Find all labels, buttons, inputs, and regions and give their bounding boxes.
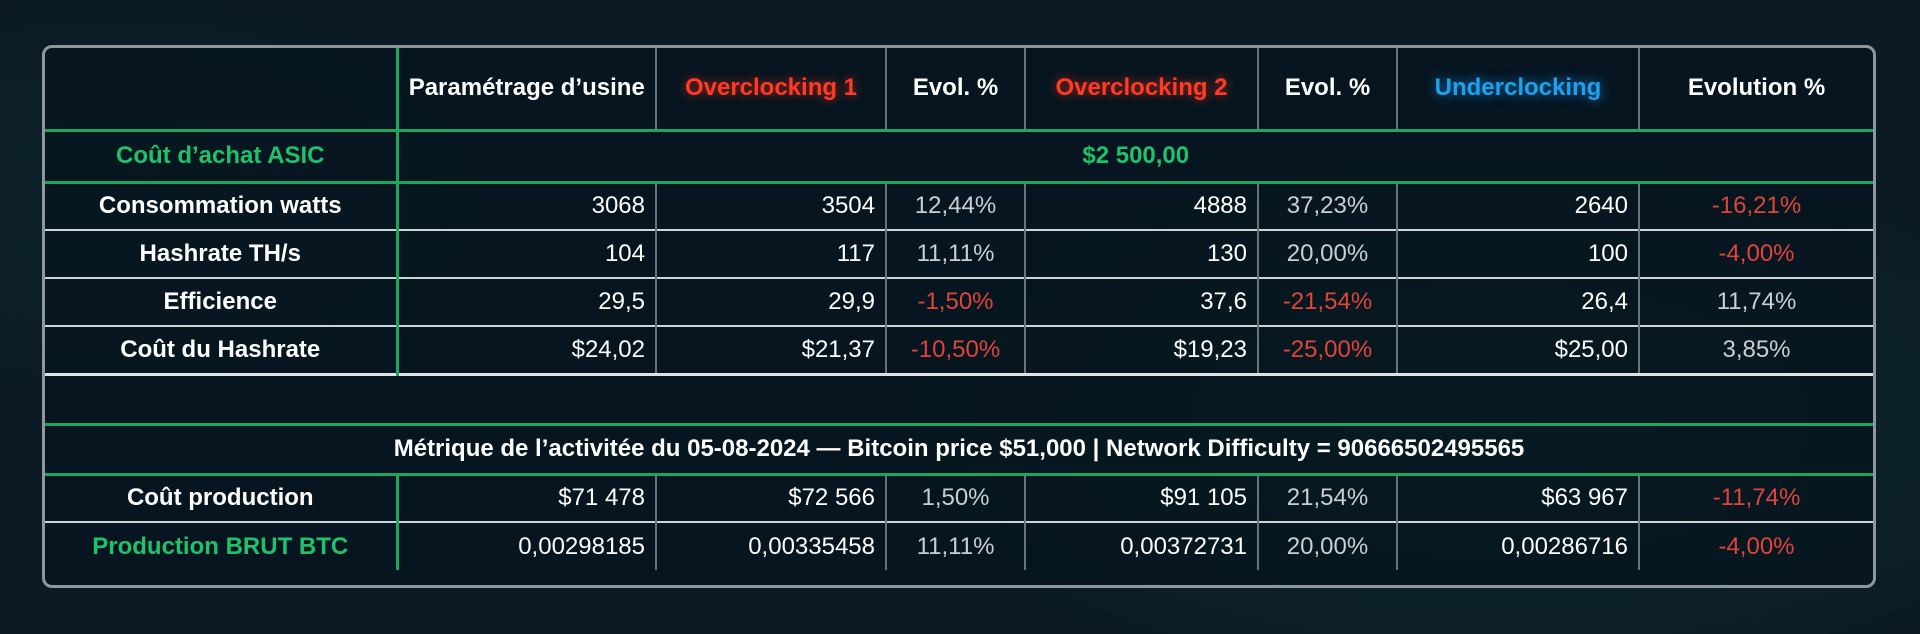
cell-evol3: -16,21% [1638, 180, 1873, 230]
cell-oc1: 29,9 [655, 277, 886, 326]
row-label: Consommation watts [45, 180, 397, 230]
cell-uc: 2640 [1396, 180, 1639, 230]
row-label: Coût du Hashrate [45, 325, 397, 374]
cell-evol1: 11,11% [885, 521, 1025, 570]
table-row: Production BRUT BTC 0,00298185 0,0033545… [45, 521, 1873, 570]
cell-uc: $25,00 [1396, 325, 1639, 374]
cell-oc2: 4888 [1024, 180, 1258, 230]
header-overclocking-2: Overclocking 2 [1024, 48, 1258, 130]
cell-uc: 26,4 [1396, 277, 1639, 326]
cell-oc2: $19,23 [1024, 325, 1258, 374]
asic-cost-row: Coût d’achat ASIC $2 500,00 [45, 128, 1873, 182]
table-header-row: Paramétrage d’usine Overclocking 1 Evol.… [45, 48, 1873, 130]
cell-uc: 100 [1396, 229, 1639, 278]
header-evolution: Evolution % [1638, 48, 1873, 130]
cell-evol3: 3,85% [1638, 325, 1873, 374]
metric-title-row: Métrique de l’activitée du 05-08-2024 — … [45, 422, 1873, 474]
row-label: Efficience [45, 277, 397, 326]
cell-evol1: 11,11% [885, 229, 1025, 278]
spacer-row [45, 372, 1873, 424]
cell-evol1: -1,50% [885, 277, 1025, 326]
cell-evol1: 12,44% [885, 180, 1025, 230]
cell-uc: 0,00286716 [1396, 521, 1639, 570]
cell-factory: 0,00298185 [395, 521, 656, 570]
cell-evol3: 11,74% [1638, 277, 1873, 326]
cell-uc: $63 967 [1396, 472, 1639, 522]
cell-oc1: 117 [655, 229, 886, 278]
cell-evol2: 20,00% [1257, 229, 1397, 278]
table-row: Coût production $71 478 $72 566 1,50% $9… [45, 472, 1873, 522]
table-row: Consommation watts 3068 3504 12,44% 4888… [45, 180, 1873, 230]
cell-oc2: $91 105 [1024, 472, 1258, 522]
cell-oc1: 3504 [655, 180, 886, 230]
cell-evol1: 1,50% [885, 472, 1025, 522]
header-underclocking: Underclocking [1396, 48, 1639, 130]
cell-evol2: 20,00% [1257, 521, 1397, 570]
spacer-cell [45, 372, 1873, 424]
cell-evol1: -10,50% [885, 325, 1025, 374]
cell-evol2: 21,54% [1257, 472, 1397, 522]
cell-evol2: -21,54% [1257, 277, 1397, 326]
header-evol-1: Evol. % [885, 48, 1025, 130]
cell-factory: $24,02 [395, 325, 656, 374]
asic-cost-label: Coût d’achat ASIC [45, 128, 397, 182]
cell-evol3: -4,00% [1638, 229, 1873, 278]
cell-factory: $71 478 [395, 472, 656, 522]
cell-oc1: 0,00335458 [655, 521, 886, 570]
comparison-table-frame: Paramétrage d’usine Overclocking 1 Evol.… [42, 45, 1876, 588]
cell-evol3: -11,74% [1638, 472, 1873, 522]
table-row: Hashrate TH/s 104 117 11,11% 130 20,00% … [45, 229, 1873, 278]
cell-evol2: 37,23% [1257, 180, 1397, 230]
cell-factory: 3068 [395, 180, 656, 230]
row-label: Hashrate TH/s [45, 229, 397, 278]
header-evol-2: Evol. % [1257, 48, 1397, 130]
cell-factory: 29,5 [395, 277, 656, 326]
table-row: Efficience 29,5 29,9 -1,50% 37,6 -21,54%… [45, 277, 1873, 326]
header-overclocking-1: Overclocking 1 [655, 48, 886, 130]
header-empty-cell [45, 48, 397, 130]
cell-oc2: 37,6 [1024, 277, 1258, 326]
cell-evol3: -4,00% [1638, 521, 1873, 570]
cell-oc2: 130 [1024, 229, 1258, 278]
cell-oc1: $72 566 [655, 472, 886, 522]
row-label: Coût production [45, 472, 397, 522]
header-factory: Paramétrage d’usine [395, 48, 656, 130]
cell-factory: 104 [395, 229, 656, 278]
cell-oc1: $21,37 [655, 325, 886, 374]
table-row: Coût du Hashrate $24,02 $21,37 -10,50% $… [45, 325, 1873, 374]
cell-oc2: 0,00372731 [1024, 521, 1258, 570]
cell-evol2: -25,00% [1257, 325, 1397, 374]
comparison-table: Paramétrage d’usine Overclocking 1 Evol.… [45, 48, 1873, 570]
asic-cost-value: $2 500,00 [395, 128, 1873, 182]
metric-title: Métrique de l’activitée du 05-08-2024 — … [45, 422, 1873, 474]
row-label: Production BRUT BTC [45, 521, 397, 570]
